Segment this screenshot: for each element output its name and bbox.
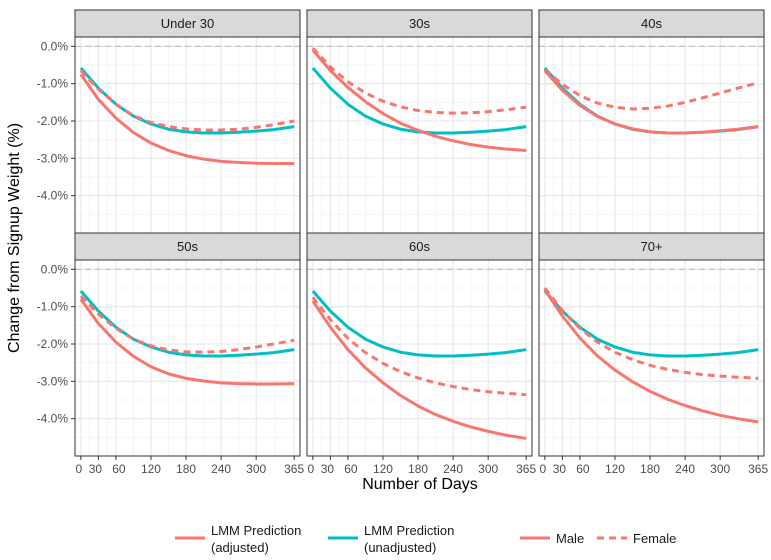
series-line-female bbox=[79, 295, 295, 354]
facet-panel-60s: 60s 0 30 60 120 180 240 300 365 bbox=[306, 232, 536, 476]
panel-border bbox=[306, 259, 533, 457]
plot-background bbox=[75, 260, 300, 456]
series-line-male bbox=[79, 73, 295, 166]
series-line-female bbox=[311, 296, 527, 397]
legend-item: Female bbox=[597, 531, 676, 546]
x-tick-label: 240 bbox=[443, 462, 463, 476]
facet-strip-label: 30s bbox=[409, 16, 430, 31]
x-tick-label: 120 bbox=[141, 462, 161, 476]
y-tick-label: -1.0% bbox=[37, 77, 69, 91]
legend-item: Male bbox=[520, 531, 584, 546]
facet-panel-50s: 50s 0.0% -1.0% -2.0% -3.0% -4.0% 0 30 60 120 180 24… bbox=[37, 232, 304, 476]
legend-label: Male bbox=[556, 531, 584, 546]
facet-strip-label: 40s bbox=[641, 16, 662, 31]
plot-background bbox=[539, 260, 764, 456]
legend-label-line2: (unadjusted) bbox=[364, 540, 436, 555]
facet-strip bbox=[538, 9, 765, 38]
y-tick-label: -2.0% bbox=[37, 337, 69, 351]
legend-item: LMM Prediction (unadjusted) bbox=[328, 523, 454, 555]
x-tick-label: 30 bbox=[553, 462, 567, 476]
facet-strip-label: 50s bbox=[177, 239, 198, 254]
x-tick-label: 300 bbox=[710, 462, 730, 476]
facet-strip bbox=[306, 9, 533, 38]
series-line-lmm-prediction-unadjusted bbox=[79, 290, 295, 358]
x-tick-label: 240 bbox=[211, 462, 231, 476]
legend-label: Female bbox=[633, 531, 676, 546]
y-tick-label: -3.0% bbox=[37, 151, 69, 165]
y-tick-label: -2.0% bbox=[37, 114, 69, 128]
x-axis-title: Number of Days bbox=[362, 476, 478, 493]
x-tick-label: 365 bbox=[748, 462, 768, 476]
series-line-female bbox=[543, 287, 759, 380]
x-tick-label: 180 bbox=[176, 462, 196, 476]
legend-label-line1: LMM Prediction bbox=[211, 523, 301, 538]
facet-strip-label: 60s bbox=[409, 239, 430, 254]
y-tick-label: -4.0% bbox=[37, 412, 69, 426]
x-tick-label: 60 bbox=[344, 462, 358, 476]
series-line-male bbox=[79, 298, 295, 386]
y-tick-label: -3.0% bbox=[37, 374, 69, 388]
x-tick-label: 60 bbox=[112, 462, 126, 476]
x-tick-label: 120 bbox=[605, 462, 625, 476]
facet-strip bbox=[74, 232, 301, 261]
facet-strip bbox=[74, 9, 301, 38]
series-line-male bbox=[311, 300, 527, 440]
plot-background bbox=[307, 260, 532, 456]
series-line-male bbox=[311, 49, 527, 152]
facet-strip bbox=[306, 232, 533, 261]
facet-panel-30s: 30s bbox=[306, 9, 533, 234]
facet-panel-under-30: Under 30 0.0% -1.0% -2.0% -3.0% -4.0% bbox=[37, 9, 301, 234]
facet-panel-70: 70+ 0 30 60 120 180 240 300 365 bbox=[538, 232, 768, 476]
x-tick-label: 0 bbox=[540, 462, 547, 476]
series-line-female bbox=[79, 69, 295, 132]
x-tick-label: 300 bbox=[246, 462, 266, 476]
x-tick-label: 30 bbox=[321, 462, 335, 476]
series-line-female bbox=[311, 47, 527, 115]
x-tick-label: 180 bbox=[640, 462, 660, 476]
x-tick-label: 0 bbox=[76, 462, 83, 476]
plot-background bbox=[539, 37, 764, 233]
series-line-male bbox=[543, 69, 759, 135]
y-tick-label: -4.0% bbox=[37, 189, 69, 203]
x-tick-label: 365 bbox=[516, 462, 536, 476]
x-tick-label: 120 bbox=[373, 462, 393, 476]
x-tick-label: 0 bbox=[308, 462, 315, 476]
x-tick-label: 30 bbox=[89, 462, 103, 476]
plot-background bbox=[307, 37, 532, 233]
facet-strip bbox=[538, 232, 765, 261]
plot-background bbox=[75, 37, 300, 233]
x-tick-label: 365 bbox=[284, 462, 304, 476]
facet-panel-40s: 40s bbox=[538, 9, 765, 234]
panel-border bbox=[74, 259, 301, 457]
legend-label-line1: LMM Prediction bbox=[364, 523, 454, 538]
facet-strip-label: 70+ bbox=[640, 239, 662, 254]
panel-border bbox=[538, 259, 765, 457]
y-tick-label: 0.0% bbox=[41, 262, 69, 276]
facet-strip-label: Under 30 bbox=[161, 16, 214, 31]
series-line-male bbox=[543, 289, 759, 424]
legend-label-line2: (adjusted) bbox=[211, 540, 269, 555]
legend: LMM Prediction (adjusted) LMM Prediction (u… bbox=[175, 523, 676, 555]
x-tick-label: 180 bbox=[408, 462, 428, 476]
y-tick-label: -1.0% bbox=[37, 300, 69, 314]
y-axis-title: Change from Signup Weight (%) bbox=[6, 123, 23, 353]
x-tick-label: 240 bbox=[675, 462, 695, 476]
series-line-lmm-prediction-unadjusted bbox=[311, 290, 527, 358]
x-tick-label: 300 bbox=[478, 462, 498, 476]
y-tick-label: 0.0% bbox=[41, 39, 69, 53]
legend-item: LMM Prediction (adjusted) bbox=[175, 523, 301, 555]
x-tick-label: 60 bbox=[576, 462, 590, 476]
